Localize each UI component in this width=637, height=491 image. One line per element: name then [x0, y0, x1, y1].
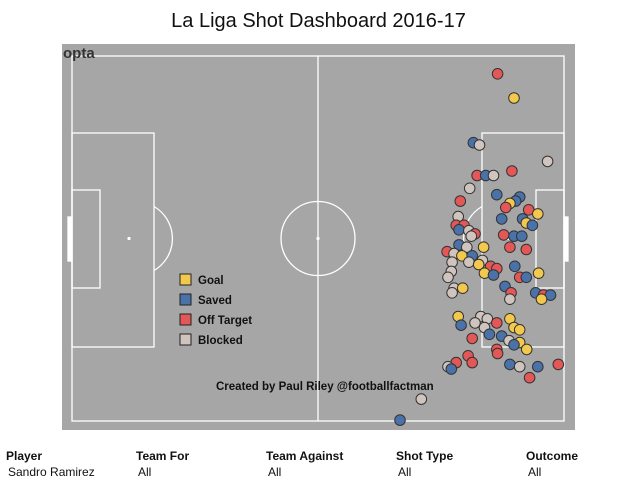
legend-label-off: Off Target: [198, 315, 252, 327]
dashboard-title: La Liga Shot Dashboard 2016-17: [171, 10, 466, 32]
left-goal: [67, 216, 73, 262]
shot-marker-off[interactable]: [466, 356, 479, 369]
legend: Goal Saved Off Target Blocked: [179, 273, 252, 347]
shot-marker-goal[interactable]: [456, 282, 469, 294]
shot-marker-off[interactable]: [520, 243, 533, 256]
left-penalty-spot: [127, 236, 131, 241]
shot-marker-off[interactable]: [497, 229, 510, 241]
shot-marker-goal[interactable]: [532, 267, 545, 279]
shot-marker-blocked[interactable]: [415, 393, 428, 405]
centre-circle: [280, 200, 356, 277]
shot-marker-off[interactable]: [504, 241, 516, 253]
filter-team-for-value[interactable]: All: [138, 465, 152, 479]
filter-player-value[interactable]: Sandro Ramirez: [8, 465, 95, 479]
filter-outcome-value[interactable]: All: [528, 465, 542, 479]
filter-shot-type[interactable]: Shot Type All: [396, 448, 453, 480]
filter-shot-type-label: Shot Type: [396, 449, 454, 463]
filter-team-for[interactable]: Team For All: [136, 448, 189, 480]
shot-marker-goal[interactable]: [472, 258, 485, 271]
opta-logo: opta: [63, 45, 95, 62]
shot-marker-saved[interactable]: [520, 271, 533, 284]
shot-marker-goal[interactable]: [477, 241, 490, 253]
shot-marker-blocked[interactable]: [469, 317, 481, 329]
filter-shot-type-value[interactable]: All: [398, 465, 412, 479]
shot-marker-saved[interactable]: [495, 213, 508, 225]
shot-marker-blocked[interactable]: [463, 182, 476, 195]
shot-marker-blocked[interactable]: [446, 287, 458, 299]
shot-marker-saved[interactable]: [491, 188, 503, 201]
shot-marker-saved[interactable]: [487, 269, 500, 281]
left-penalty-arc: [153, 205, 174, 272]
shot-marker-blocked[interactable]: [442, 271, 454, 284]
credit-text: Created by Paul Riley @footballfactman: [216, 381, 434, 393]
shot-marker-off[interactable]: [552, 358, 565, 371]
filter-outcome-label: Outcome: [526, 449, 579, 463]
shot-marker-saved[interactable]: [509, 260, 521, 273]
shot-marker-goal[interactable]: [535, 293, 548, 305]
shot-marker-saved[interactable]: [445, 363, 458, 375]
shot-marker-goal[interactable]: [513, 324, 526, 336]
filter-player-label: Player: [6, 449, 43, 463]
shot-markers: [394, 68, 565, 426]
shot-marker-off[interactable]: [491, 68, 504, 80]
filter-team-against-label: Team Against: [266, 449, 344, 463]
shot-marker-saved[interactable]: [394, 414, 406, 426]
shot-marker-off[interactable]: [491, 317, 503, 329]
filter-team-against-value[interactable]: All: [268, 465, 282, 479]
shot-marker-blocked[interactable]: [473, 139, 486, 151]
shot-marker-off[interactable]: [454, 195, 467, 207]
shot-marker-saved[interactable]: [455, 319, 467, 332]
shot-marker-blocked[interactable]: [504, 293, 516, 305]
shot-marker-blocked[interactable]: [513, 360, 526, 373]
filter-team-for-label: Team For: [136, 449, 190, 463]
pitch-panel: opta Goal Saved Off Target Blocked Created …: [62, 44, 575, 430]
shot-marker-blocked[interactable]: [541, 155, 554, 168]
filter-player[interactable]: Player Sandro Ramirez: [6, 448, 95, 480]
shot-marker-saved[interactable]: [504, 358, 516, 371]
shot-marker-saved[interactable]: [526, 219, 539, 232]
legend-swatch-goal: [179, 273, 192, 286]
shot-marker-blocked[interactable]: [487, 169, 500, 182]
shot-marker-blocked[interactable]: [461, 241, 473, 253]
pitch-markings: [67, 55, 569, 422]
shot-marker-off[interactable]: [491, 347, 504, 360]
shot-marker-blocked[interactable]: [463, 256, 475, 268]
filter-team-against[interactable]: Team Against All: [266, 448, 343, 480]
filter-outcome[interactable]: Outcome All: [526, 448, 578, 480]
legend-swatch-off: [179, 313, 192, 326]
centre-spot: [316, 236, 320, 241]
shot-marker-goal[interactable]: [520, 343, 533, 356]
right-goal: [563, 216, 569, 262]
shot-marker-saved[interactable]: [516, 230, 528, 242]
shot-marker-goal[interactable]: [532, 208, 544, 220]
shot-marker-saved[interactable]: [483, 328, 496, 341]
legend-label-saved: Saved: [198, 295, 232, 307]
pitch-svg: opta Goal Saved Off Target Blocked Created …: [62, 44, 575, 430]
shot-marker-saved[interactable]: [508, 339, 520, 351]
filter-bar: Player Sandro Ramirez Team For All Team …: [0, 448, 637, 491]
shot-marker-saved[interactable]: [532, 360, 544, 373]
shot-marker-saved[interactable]: [453, 224, 465, 236]
shot-marker-off[interactable]: [500, 201, 512, 214]
legend-label-blocked: Blocked: [198, 335, 243, 347]
shot-marker-goal[interactable]: [508, 92, 520, 104]
shot-marker-off[interactable]: [523, 371, 536, 384]
legend-swatch-saved: [179, 293, 192, 306]
shot-marker-blocked[interactable]: [465, 230, 478, 242]
legend-swatch-blocked: [179, 333, 192, 346]
legend-label-goal: Goal: [198, 275, 224, 287]
shot-marker-off[interactable]: [506, 165, 518, 177]
shot-marker-off[interactable]: [466, 332, 479, 345]
